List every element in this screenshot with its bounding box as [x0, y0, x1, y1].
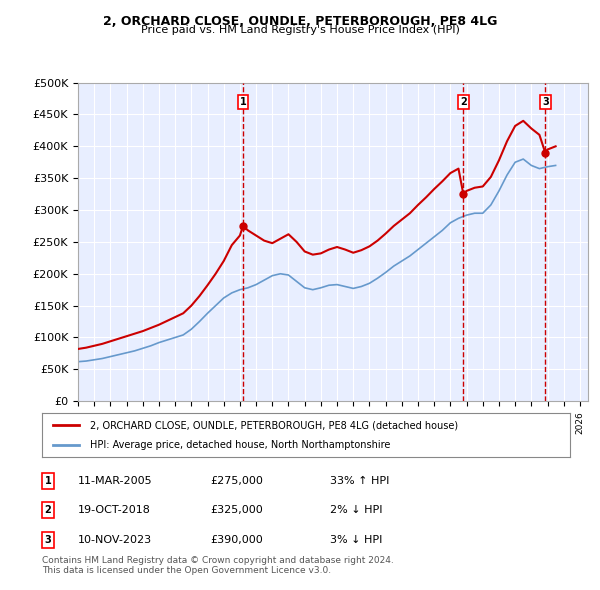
Text: 1: 1: [44, 476, 52, 486]
Text: Price paid vs. HM Land Registry's House Price Index (HPI): Price paid vs. HM Land Registry's House …: [140, 25, 460, 35]
Text: £325,000: £325,000: [210, 506, 263, 515]
Text: 3: 3: [44, 535, 52, 545]
Text: 10-NOV-2023: 10-NOV-2023: [78, 535, 152, 545]
Text: 3: 3: [542, 97, 548, 107]
Text: 2: 2: [44, 506, 52, 515]
Text: 2% ↓ HPI: 2% ↓ HPI: [330, 506, 383, 515]
Text: 2, ORCHARD CLOSE, OUNDLE, PETERBOROUGH, PE8 4LG: 2, ORCHARD CLOSE, OUNDLE, PETERBOROUGH, …: [103, 15, 497, 28]
Text: 2, ORCHARD CLOSE, OUNDLE, PETERBOROUGH, PE8 4LG (detached house): 2, ORCHARD CLOSE, OUNDLE, PETERBOROUGH, …: [89, 421, 458, 430]
Text: 19-OCT-2018: 19-OCT-2018: [78, 506, 151, 515]
Text: £390,000: £390,000: [210, 535, 263, 545]
Text: 11-MAR-2005: 11-MAR-2005: [78, 476, 152, 486]
Text: 33% ↑ HPI: 33% ↑ HPI: [330, 476, 389, 486]
Text: Contains HM Land Registry data © Crown copyright and database right 2024.
This d: Contains HM Land Registry data © Crown c…: [42, 556, 394, 575]
Text: HPI: Average price, detached house, North Northamptonshire: HPI: Average price, detached house, Nort…: [89, 440, 390, 450]
Text: 1: 1: [239, 97, 247, 107]
Text: 3% ↓ HPI: 3% ↓ HPI: [330, 535, 382, 545]
Text: £275,000: £275,000: [210, 476, 263, 486]
Text: 2: 2: [460, 97, 467, 107]
